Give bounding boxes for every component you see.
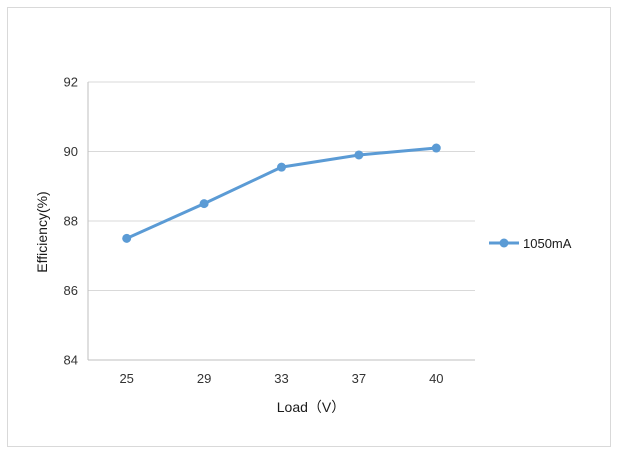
y-tick-label: 92 <box>64 75 78 90</box>
axes <box>87 82 475 361</box>
y-tick-label: 84 <box>64 353 78 368</box>
y-tick-label: 88 <box>64 214 78 229</box>
data-point <box>277 162 286 172</box>
chart-frame <box>7 7 611 447</box>
series-line-1050ma <box>125 146 438 240</box>
x-tick-label: 40 <box>429 371 443 386</box>
x-tick-labels: 25 29 33 37 40 <box>119 371 443 386</box>
y-tick-labels: 84 86 88 90 92 <box>64 75 78 368</box>
series-layer <box>122 143 441 243</box>
x-tick-label: 29 <box>197 371 211 386</box>
x-tick-label: 25 <box>119 371 133 386</box>
legend-label-1050ma: 1050mA <box>523 236 572 251</box>
data-point <box>199 199 209 209</box>
legend: 1050mA <box>489 236 572 251</box>
gridlines <box>88 81 475 291</box>
x-tick-label: 37 <box>352 371 366 386</box>
x-tick-label: 33 <box>274 371 288 386</box>
y-tick-label: 90 <box>64 144 78 159</box>
y-tick-label: 86 <box>64 283 78 298</box>
x-axis-title: Load（V） <box>277 399 345 415</box>
legend-marker-1050ma <box>499 238 509 248</box>
data-point <box>354 150 364 160</box>
data-point <box>431 143 441 153</box>
data-point <box>122 233 132 243</box>
y-axis-title: Efficiency(%) <box>34 191 50 272</box>
